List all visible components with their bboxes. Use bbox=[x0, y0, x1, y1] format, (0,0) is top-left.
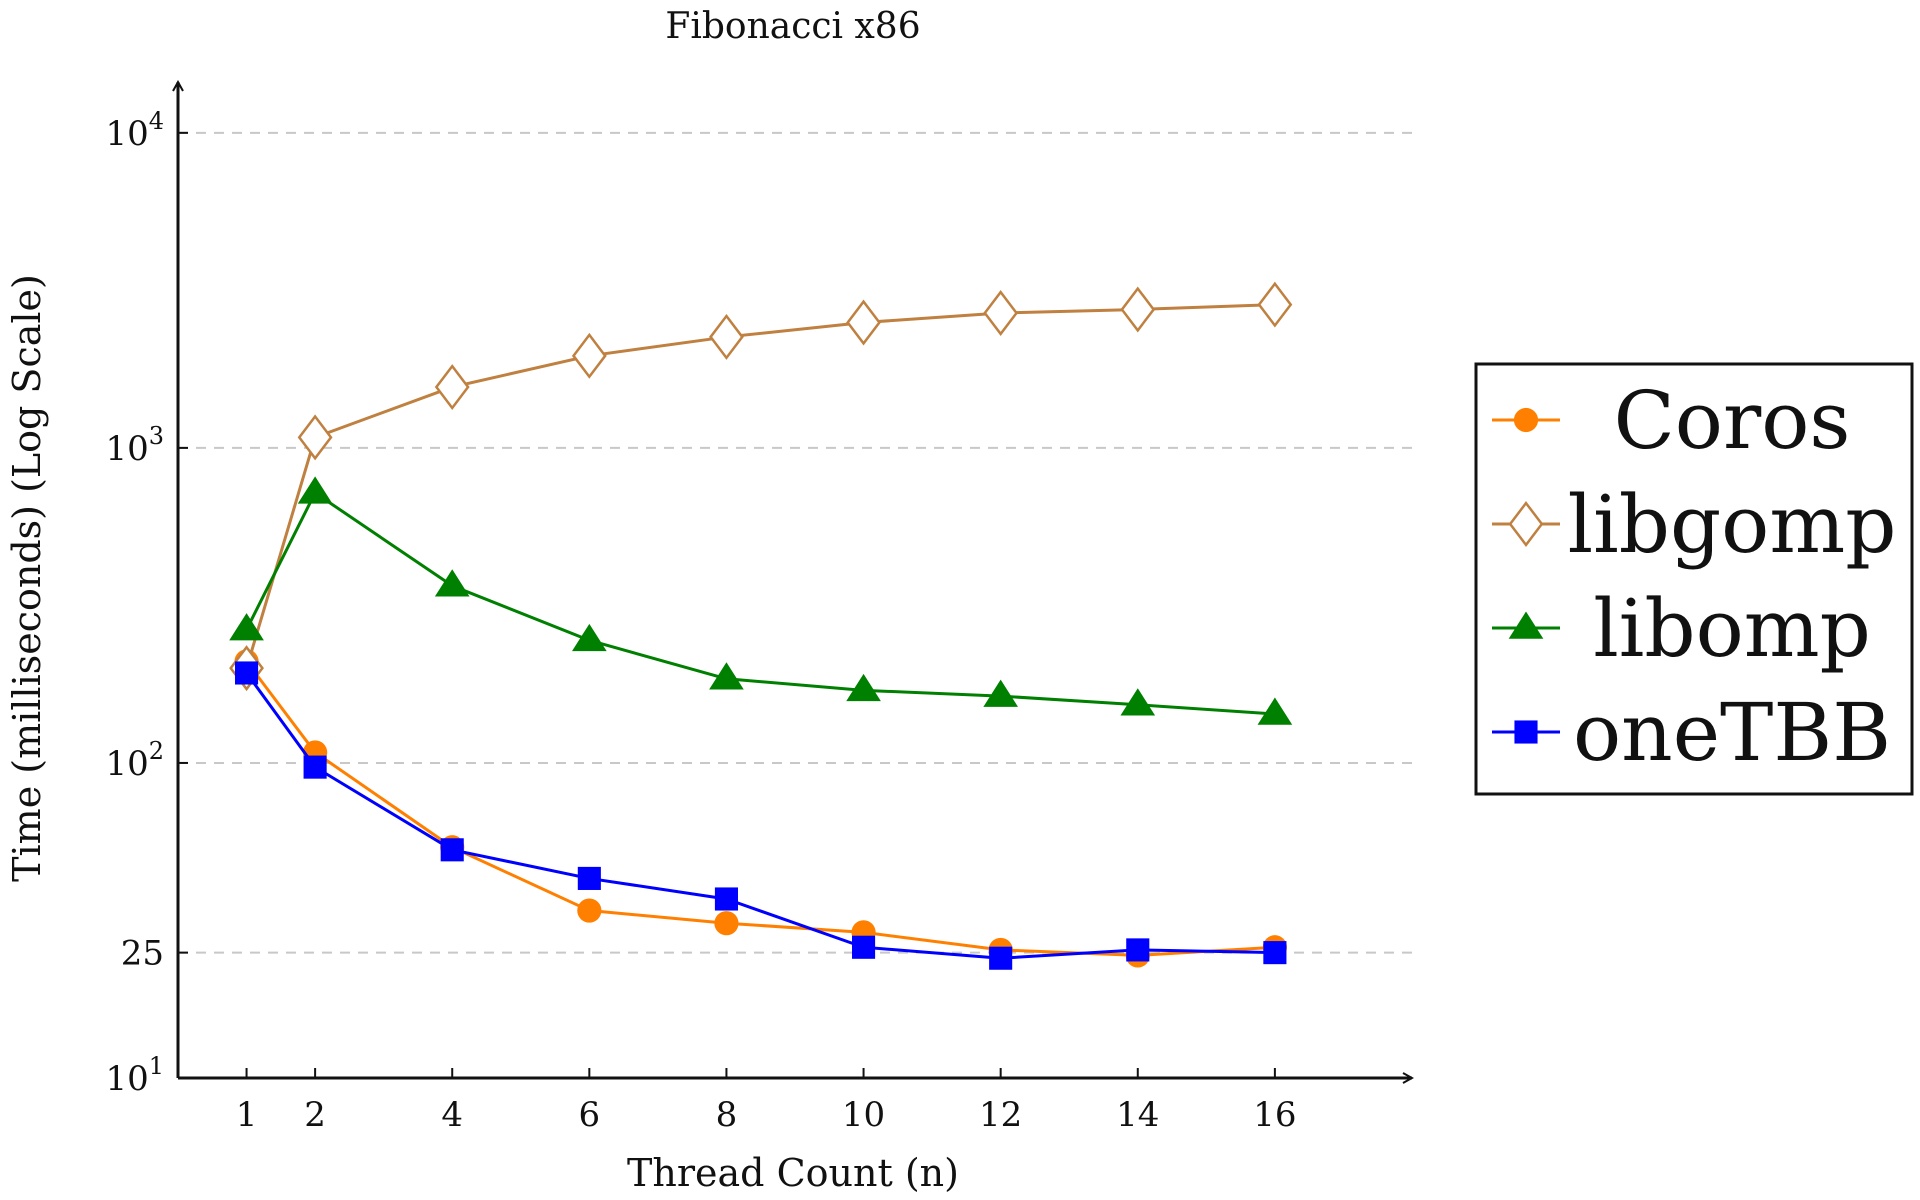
series-line bbox=[245, 491, 1275, 716]
legend: Coros libgomp libomp oneTBB bbox=[1474, 362, 1914, 796]
x-tick-label: 12 bbox=[979, 1095, 1022, 1135]
plot-series bbox=[229, 281, 1293, 970]
series-libgomp bbox=[229, 281, 1293, 692]
data-point bbox=[1120, 286, 1156, 333]
data-point bbox=[297, 414, 333, 461]
chart-title: Fibonacci x86 bbox=[665, 6, 920, 47]
legend-item: libgomp bbox=[1492, 478, 1896, 571]
legend-marker bbox=[1508, 501, 1544, 547]
x-axis-title: Thread Count (n) bbox=[627, 1151, 959, 1195]
data-point bbox=[235, 661, 259, 685]
data-point bbox=[846, 673, 881, 702]
data-point bbox=[434, 569, 470, 597]
x-tick-label: 2 bbox=[304, 1095, 326, 1135]
legend-label: libomp bbox=[1593, 582, 1871, 675]
legend-item: oneTBB bbox=[1492, 686, 1891, 779]
legend-label: libgomp bbox=[1568, 478, 1897, 571]
legend-box bbox=[1474, 362, 1914, 796]
data-point bbox=[1263, 941, 1287, 965]
data-point bbox=[577, 898, 602, 923]
x-tick-label: 16 bbox=[1253, 1095, 1296, 1135]
data-point bbox=[714, 911, 739, 936]
data-point bbox=[714, 887, 738, 911]
y-tick-label: 102 bbox=[105, 737, 164, 784]
data-point bbox=[571, 332, 607, 379]
data-point bbox=[852, 935, 876, 959]
legend-marker bbox=[1508, 611, 1544, 639]
data-point bbox=[846, 299, 881, 346]
x-tick-label: 6 bbox=[579, 1095, 601, 1135]
x-tick-label: 1 bbox=[236, 1095, 258, 1135]
data-point bbox=[440, 838, 464, 862]
data-point bbox=[434, 364, 470, 411]
data-point bbox=[577, 866, 601, 890]
x-tick-label: 8 bbox=[716, 1095, 738, 1135]
data-point bbox=[989, 946, 1013, 970]
legend-marker bbox=[1514, 720, 1538, 744]
gridlines bbox=[178, 131, 1413, 954]
x-axis-ticks: 1 2 4 6 8 10 12 14 16 bbox=[236, 1068, 1297, 1135]
data-point bbox=[297, 476, 333, 504]
data-point bbox=[709, 662, 744, 690]
data-point bbox=[1257, 281, 1293, 328]
legend-label: oneTBB bbox=[1573, 686, 1891, 779]
y-tick-label: 103 bbox=[105, 422, 164, 469]
y-axis-ticks: 101 25 102 103 104 bbox=[105, 107, 188, 1099]
y-tick-label: 25 bbox=[121, 934, 164, 974]
legend-item: Coros bbox=[1492, 374, 1850, 467]
legend-marker bbox=[1513, 407, 1539, 433]
x-tick-label: 14 bbox=[1116, 1095, 1159, 1135]
series-line bbox=[245, 303, 1275, 669]
series-libomp bbox=[229, 476, 1293, 725]
data-point bbox=[572, 623, 607, 652]
x-tick-label: 10 bbox=[842, 1095, 885, 1135]
y-tick-label: 101 bbox=[105, 1052, 164, 1099]
legend-label: Coros bbox=[1614, 374, 1851, 467]
data-point bbox=[983, 290, 1019, 336]
data-point bbox=[1120, 688, 1156, 716]
y-tick-label: 104 bbox=[105, 107, 164, 154]
data-point bbox=[709, 313, 744, 360]
data-point bbox=[303, 755, 327, 779]
series-coros bbox=[234, 649, 1287, 968]
x-tick-label: 4 bbox=[441, 1095, 463, 1135]
legend-item: libomp bbox=[1492, 582, 1871, 675]
data-point bbox=[1126, 938, 1150, 962]
series-onetbb bbox=[235, 661, 1287, 970]
data-point bbox=[229, 613, 264, 641]
data-point bbox=[1257, 697, 1293, 725]
series-line bbox=[245, 672, 1275, 960]
y-axis-title: Time (milliseconds) (Log Scale) bbox=[5, 274, 49, 882]
data-point bbox=[983, 679, 1018, 707]
